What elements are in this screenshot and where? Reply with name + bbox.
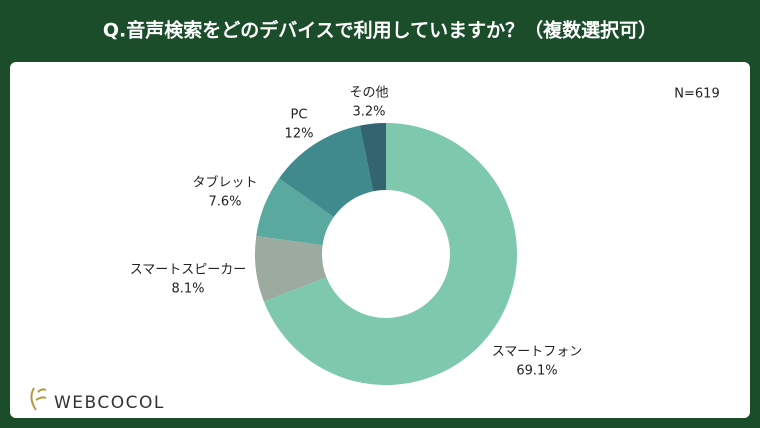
donut-slice [256,178,334,246]
donut-slice [263,123,517,385]
donut-slice [254,235,327,302]
slice-value-label: 7.6% [208,195,241,210]
slice-value-label: 69.1% [516,364,557,379]
slice-label: タブレット [192,175,257,191]
slice-label: スマートスピーカー [130,263,247,278]
slice-value-label: 8.1% [171,282,204,297]
panel [10,62,750,418]
slice-label: PC [291,108,308,123]
logo-icon [30,387,47,411]
donut-slice [359,123,386,192]
slice-value-label: 12% [285,127,314,142]
slice-value-label: 3.2% [352,105,385,120]
slice-label: スマートフォン [492,345,583,360]
sample-size: N=619 [674,87,719,102]
donut-slice [279,125,374,218]
logo: WEBCOCOL [30,387,165,413]
chart-title: Q.音声検索をどのデバイスで利用していますか？（複数選択可） [103,19,657,42]
slice-label: その他 [349,86,388,101]
logo-text: WEBCOCOL [54,393,165,413]
